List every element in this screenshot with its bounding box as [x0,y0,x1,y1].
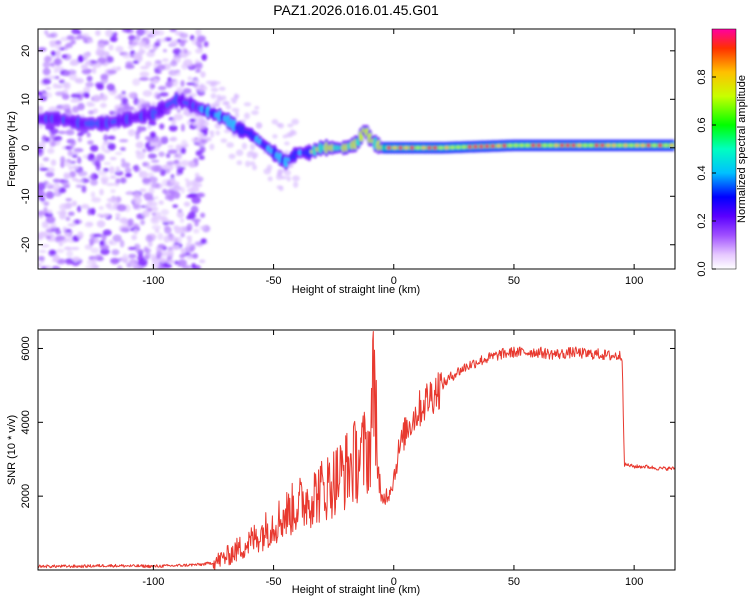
colorbar-label: Normalized spectral amplitude [736,75,748,223]
spectrogram-y-tick-label: -20 [20,237,32,253]
colorbar-tick-label: 0.4 [696,165,708,180]
snr-y-label: SNR (10 * v/v) [6,415,18,485]
snr-panel: -100 -50 0 50 100 2000 4000 6000 Height of stra… [6,329,676,596]
spectrogram-x-tick-label: -50 [266,275,282,287]
colorbar-tick-label: 0.6 [696,117,708,132]
snr-ticks: -100 -50 0 50 100 2000 4000 6000 [20,330,675,588]
spectrogram-x-tick-label: 0 [391,275,397,287]
colorbar-ticks: 0.0 0.2 0.4 0.6 0.8 [696,69,716,277]
spectrogram-y-tick-label: 20 [20,45,32,57]
colorbar-tick-label: 0.0 [696,261,708,276]
spectrogram-y-tick-label: 0 [20,145,32,151]
snr-x-tick-label: 0 [391,576,397,588]
snr-x-label: Height of straight line (km) [292,584,420,596]
spectrogram-y-tick-label: -10 [20,188,32,204]
colorbar-gradient [711,28,737,270]
snr-series-line [38,331,675,570]
spectrogram-image [38,29,675,269]
snr-frame [37,329,676,571]
snr-x-tick-label: -50 [266,576,282,588]
snr-x-tick-label: -100 [142,576,164,588]
spectrogram-x-label: Height of straight line (km) [292,284,420,296]
spectrogram-y-label: Frequency (Hz) [6,111,18,187]
colorbar-tick-label: 0.2 [696,213,708,228]
snr-x-tick-label: 50 [508,576,520,588]
spectrogram-frame [37,28,676,270]
spectrogram-x-tick-label: 100 [625,275,643,287]
spectrogram-x-tick-label: 50 [508,275,520,287]
colorbar: 0.0 0.2 0.4 0.6 0.8 Normalized spectral ampl… [696,28,748,277]
snr-x-tick-label: 100 [625,576,643,588]
colorbar-tick-label: 0.8 [696,69,708,84]
figure-title: PAZ1.2026.016.01.45.G01 [273,2,439,18]
spectrogram-x-tick-label: -100 [142,275,164,287]
spectrogram-y-tick-label: 10 [20,93,32,105]
snr-y-tick-label: 4000 [20,410,32,434]
snr-y-tick-label: 2000 [20,484,32,508]
snr-y-tick-label: 6000 [20,336,32,360]
